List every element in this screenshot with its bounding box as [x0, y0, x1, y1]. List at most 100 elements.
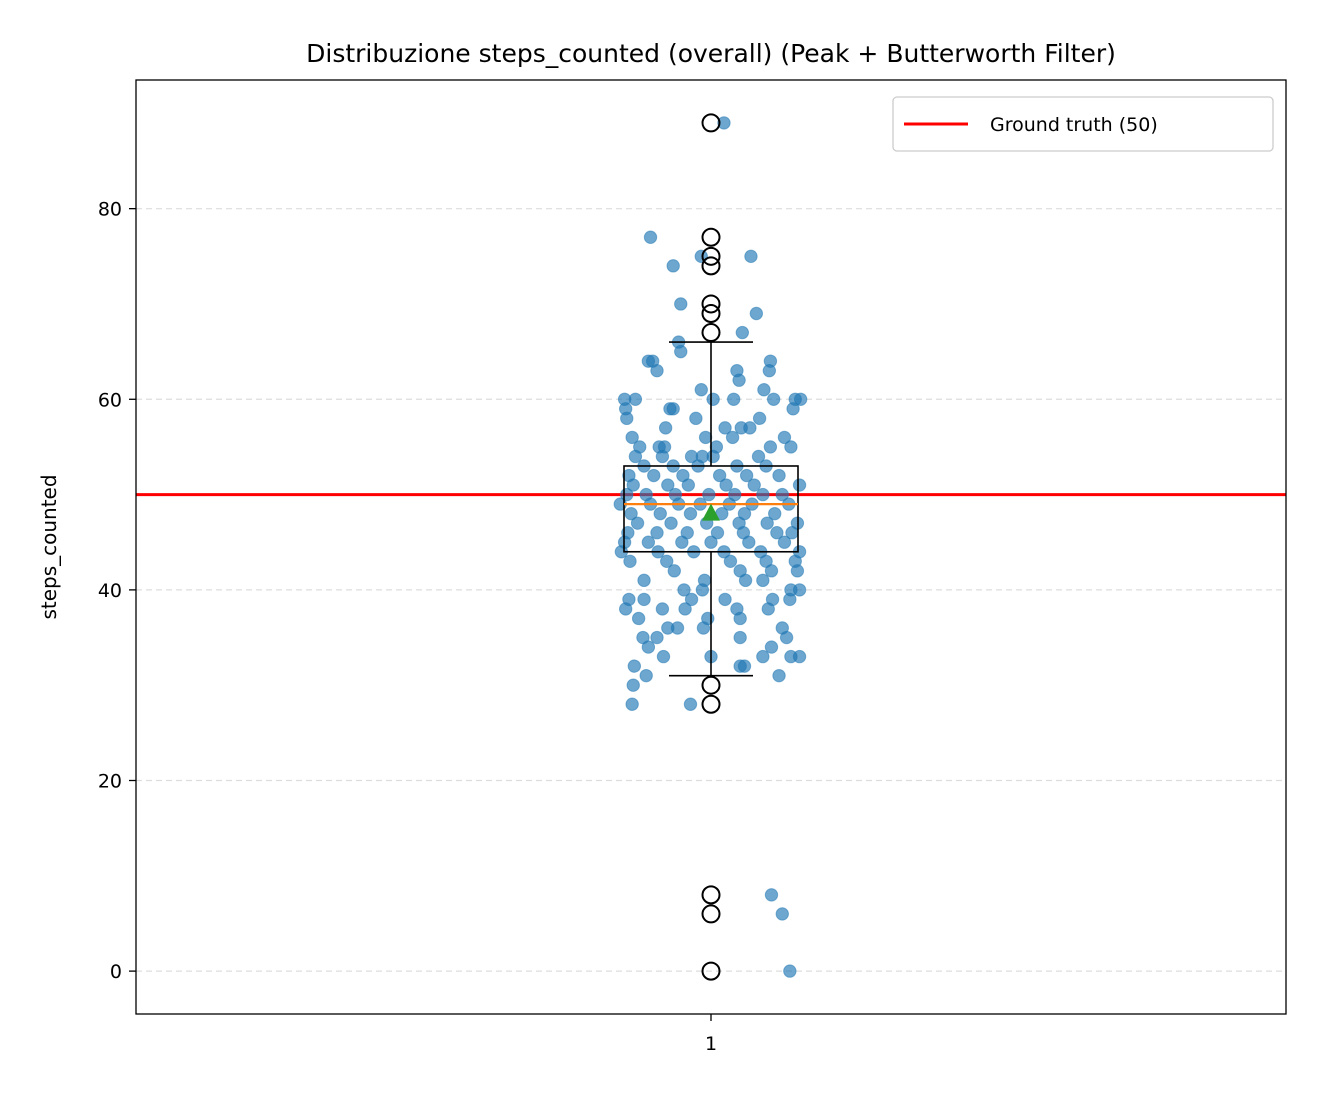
strip-point — [725, 430, 740, 445]
strip-point — [710, 526, 725, 540]
strip-point — [756, 649, 770, 664]
boxplot — [623, 341, 799, 677]
strip-point — [637, 592, 651, 607]
strip-point — [756, 487, 770, 502]
strip-point — [681, 478, 696, 492]
strip-point — [784, 440, 798, 454]
strip-point — [779, 630, 794, 645]
strip-point — [742, 535, 756, 549]
strip-point — [790, 564, 805, 578]
strip-point — [764, 888, 779, 902]
strip-point — [706, 449, 720, 464]
strip-point — [775, 907, 789, 921]
outlier-marker — [701, 256, 721, 276]
outlier-marker — [701, 294, 721, 314]
strip-point — [718, 421, 732, 435]
mean-marker — [702, 503, 720, 521]
strip-point — [664, 516, 678, 530]
strip-point — [726, 392, 741, 406]
strip-point — [661, 478, 675, 492]
y-tick-label: 0 — [110, 961, 122, 983]
strip-point — [643, 230, 658, 244]
x-axis-ticks: 1 — [705, 1014, 717, 1055]
strip-point — [706, 392, 720, 406]
strip-point — [702, 487, 716, 502]
strip-point — [792, 478, 807, 492]
strip-point — [624, 506, 638, 521]
strip-point — [737, 659, 752, 673]
strip-point — [667, 564, 681, 578]
strip-point — [628, 392, 643, 406]
y-tick-label: 80 — [98, 199, 122, 221]
strip-point — [777, 535, 792, 549]
strip-point — [639, 668, 653, 683]
strip-point — [756, 573, 770, 588]
strip-point — [620, 411, 634, 426]
strip-point — [783, 592, 797, 607]
strip-point — [743, 421, 757, 435]
strip-point — [677, 583, 691, 597]
strip-point — [623, 554, 637, 568]
strip-point — [735, 325, 750, 340]
strip-point — [792, 649, 807, 664]
strip-point — [732, 373, 746, 387]
strip-point — [733, 611, 747, 626]
strip-point — [660, 554, 674, 568]
strip-point — [719, 478, 733, 492]
strip-point — [626, 678, 640, 692]
strip-point — [694, 383, 708, 397]
outlier-marker — [701, 885, 721, 905]
outlier-marker — [701, 304, 721, 323]
strip-point — [698, 430, 713, 445]
outlier-markers — [701, 113, 721, 981]
strip-point — [674, 344, 688, 359]
outlier-marker — [701, 113, 721, 133]
strip-point — [783, 964, 797, 978]
y-tick-label: 40 — [98, 580, 122, 602]
strip-point — [763, 440, 778, 454]
legend: Ground truth (50) — [892, 96, 1274, 152]
strip-point — [666, 259, 680, 273]
strip-point — [762, 363, 777, 378]
legend-label-ground-truth: Ground truth (50) — [990, 114, 1158, 136]
strip-point — [670, 621, 685, 635]
strip-point — [749, 306, 764, 321]
strip-point — [618, 602, 633, 616]
strip-point — [764, 564, 779, 578]
strip-point — [766, 392, 781, 406]
strip-point — [739, 468, 754, 483]
strip-point — [655, 602, 670, 616]
strip-point — [757, 383, 771, 397]
strip-point — [717, 116, 731, 130]
outlier-marker — [701, 675, 721, 695]
strip-point — [650, 363, 664, 378]
outlier-marker — [701, 246, 721, 266]
y-tick-label: 20 — [98, 771, 122, 793]
strip-point — [689, 411, 703, 426]
strip-point — [656, 649, 671, 664]
strip-point — [641, 535, 656, 549]
strip-point — [683, 506, 698, 521]
strip-point — [768, 506, 782, 521]
strip-point — [627, 659, 642, 673]
strip-point — [626, 478, 640, 492]
strip-point — [775, 487, 789, 502]
strip-point — [786, 402, 800, 416]
strip-point — [684, 592, 699, 607]
chart-title: Distribuzione steps_counted (overall) (P… — [306, 39, 1116, 68]
strip-point — [764, 640, 779, 654]
strip-point — [650, 630, 664, 645]
strip-point — [752, 411, 767, 426]
strip-point — [631, 611, 646, 626]
strip-point — [723, 554, 738, 568]
strip-point — [738, 573, 753, 588]
strip-point — [772, 468, 786, 483]
strip-point — [718, 592, 732, 607]
strip-point — [666, 402, 680, 416]
y-axis-label: steps_counted — [37, 474, 61, 619]
y-axis-ticks: 0 20 40 60 80 — [98, 199, 136, 983]
x-tick-label: 1 — [705, 1033, 717, 1055]
strip-point — [694, 249, 708, 264]
strip-point — [770, 526, 784, 540]
